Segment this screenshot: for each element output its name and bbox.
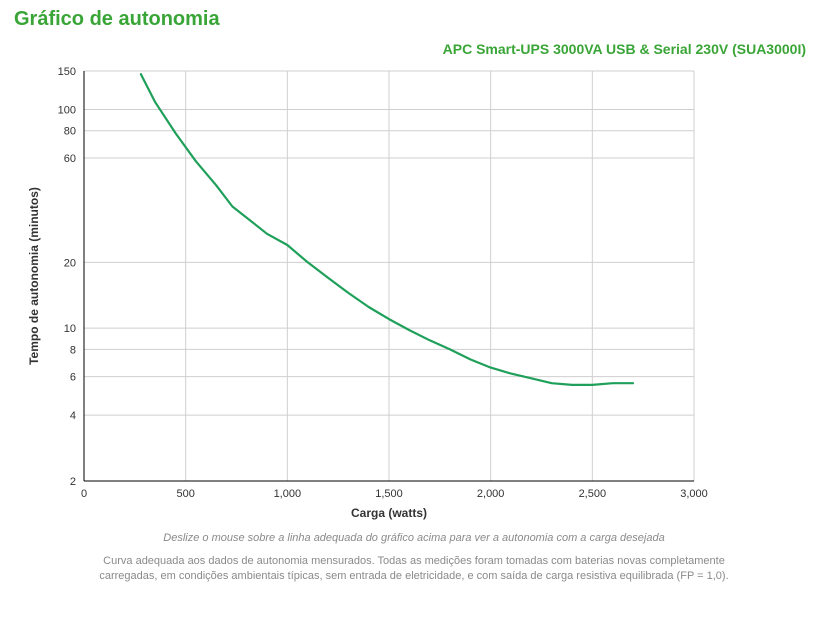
svg-text:1,500: 1,500 [375,488,403,500]
product-name: APC Smart-UPS 3000VA USB & Serial 230V (… [14,41,806,57]
svg-text:6: 6 [70,372,76,384]
svg-text:8: 8 [70,344,76,356]
y-axis-label: Tempo de autonomia (minutos) [27,187,41,365]
svg-text:80: 80 [64,126,76,138]
svg-text:20: 20 [64,257,76,269]
svg-text:2,500: 2,500 [579,488,607,500]
svg-text:150: 150 [58,66,76,78]
chart-footnote: Curva adequada aos dados de autonomia me… [14,554,814,584]
chart-caption: Deslize o mouse sobre a linha adequada d… [14,532,814,544]
svg-text:3,000: 3,000 [680,488,708,500]
svg-text:10: 10 [64,323,76,335]
svg-text:1,000: 1,000 [274,488,302,500]
chart-svg[interactable]: 0 500 1,000 1,500 2,000 2,500 3,000 2 4 6 8 10 20 60 8… [14,61,714,521]
svg-text:100: 100 [58,105,76,117]
runtime-chart[interactable]: 0 500 1,000 1,500 2,000 2,500 3,000 2 4 6 8 10 20 60 8… [14,61,814,526]
svg-text:2: 2 [70,476,76,488]
page-title: Gráfico de autonomia [14,8,814,31]
svg-text:60: 60 [64,153,76,165]
svg-text:4: 4 [70,410,76,422]
svg-text:0: 0 [81,488,87,500]
svg-text:2,000: 2,000 [477,488,505,500]
svg-text:500: 500 [176,488,194,500]
x-axis-label: Carga (watts) [351,506,427,520]
